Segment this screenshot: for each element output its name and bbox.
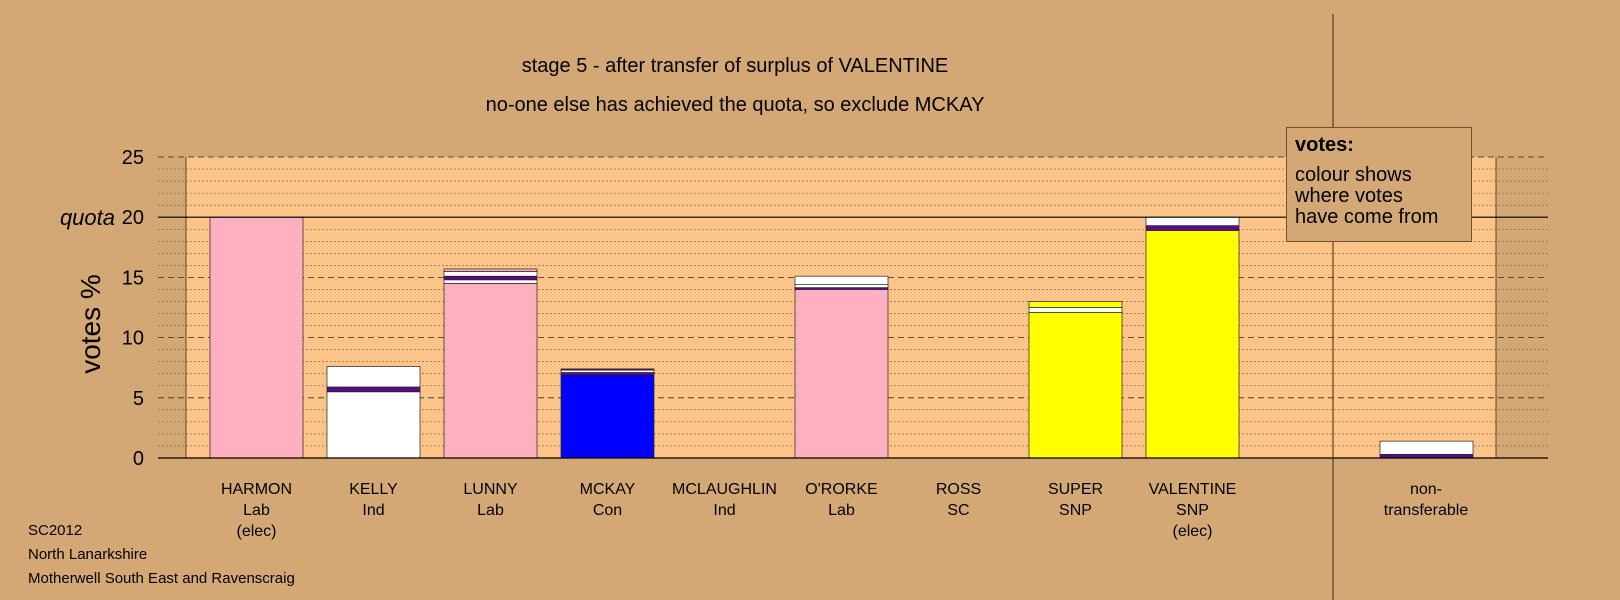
chart-subtitle: no-one else has achieved the quota, so e… [486,94,985,116]
legend-line: have come from [1295,206,1439,228]
bar-segment [209,216,304,459]
chart-title: stage 5 - after transfer of surplus of V… [522,55,948,77]
footer-council: North Lanarkshire [28,546,148,563]
y-tick-label: 20 [122,207,144,229]
candidate-label-line: non- [1410,481,1442,498]
candidate-label-line: Con [593,502,622,519]
candidate-label-line: MCLAUGHLIN [672,481,777,498]
bars [209,216,1474,459]
candidate-label-line: MCKAY [580,481,636,498]
candidate-label-line: Ind [713,502,735,519]
y-tick-label: 5 [133,388,144,410]
y-tick-label: 0 [133,448,144,470]
legend-line: colour shows [1295,164,1412,186]
candidate-label-line: SUPER [1048,481,1103,498]
quota-label: quota [60,205,115,230]
label-harmon: HARMON Lab (elec) [221,481,292,540]
bar-harmon [209,216,304,459]
bar-segment [326,366,421,388]
bar-segment [1145,216,1240,226]
bar-segment [1145,225,1240,231]
candidate-label-line: (elec) [1172,523,1212,540]
legend-title: votes: [1295,134,1354,156]
candidate-label-line: SNP [1059,502,1092,519]
bar-segment [560,372,655,376]
footer-ward: Motherwell South East and Ravenscraig [28,570,295,587]
y-tick-label: 15 [122,267,144,289]
label-mclaughlin: MCLAUGHLIN Ind [672,481,777,519]
bar-segment [794,289,889,459]
candidate-label-line: HARMON [221,481,292,498]
candidate-label-line: KELLY [349,481,398,498]
candidate-label-line: ROSS [936,481,981,498]
bar-kelly [326,366,421,459]
legend-line: where votes [1295,185,1403,207]
bar-segment [443,283,538,459]
bar-non-transferable [1379,440,1474,459]
y-axis-label: votes % [75,274,106,374]
bar-segment [443,279,538,284]
bar-segment [326,391,421,459]
bar-segment [794,275,889,285]
bar-lunny [443,268,538,459]
label-non-transferable: non-transferable [1384,481,1469,519]
bar-segment [1028,311,1123,459]
bar-ororke [794,275,889,459]
candidate-label-line: SC [947,502,969,519]
bar-segment [443,268,538,272]
y-tick-label: 10 [122,328,144,350]
bar-segment [794,284,889,288]
candidate-label-line: O'RORKE [805,481,877,498]
legend: votes: colour shows where votes have com… [1286,127,1472,242]
label-ororke: O'RORKE Lab [805,481,877,519]
footer-election: SC2012 [28,522,83,539]
bar-segment [1028,307,1123,313]
bar-mckay [560,368,655,459]
y-tick-label: 25 [122,147,144,169]
bar-segment [560,368,655,371]
bar-super [1028,301,1123,459]
candidate-label-line: Lab [477,502,504,519]
candidate-label-line: transferable [1384,502,1469,519]
bar-segment [443,271,538,277]
candidate-label-line: LUNNY [463,481,518,498]
bar-valentine [1145,216,1240,459]
candidate-label-line: VALENTINE [1149,481,1237,498]
bar-segment [326,386,421,393]
candidate-label-line: Ind [362,502,384,519]
bar-segment [1145,230,1240,459]
label-super: SUPER SNP [1048,481,1103,519]
label-mckay: MCKAY Con [580,481,636,519]
bar-segment [560,369,655,373]
label-lunny: LUNNY Lab [463,481,518,519]
bar-segment [443,275,538,281]
candidate-label-line: SNP [1176,502,1209,519]
bar-segment [1379,440,1474,455]
candidate-label-line: Lab [828,502,855,519]
label-valentine: VALENTINE SNP (elec) [1149,481,1237,540]
bar-segment [560,374,655,459]
candidate-label-line: (elec) [236,523,276,540]
label-kelly: KELLY Ind [349,481,398,519]
label-ross: ROSS SC [936,481,981,519]
bar-segment [1028,301,1123,308]
candidate-label-line: Lab [243,502,270,519]
candidate-labels: HARMONLab(elec)KELLYIndLUNNYLabMCKAYConM… [221,481,1468,540]
